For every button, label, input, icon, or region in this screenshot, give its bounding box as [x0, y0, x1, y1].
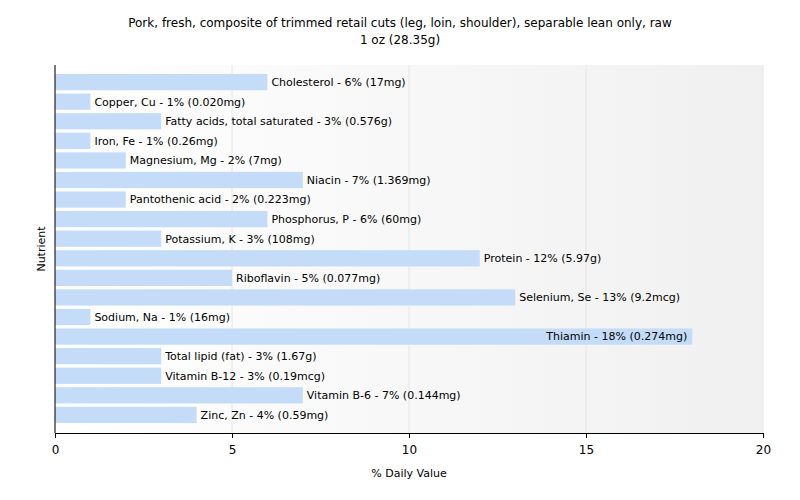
- bar-label: Selenium, Se - 13% (9.2mcg): [519, 291, 680, 304]
- x-axis-title: % Daily Value: [371, 467, 447, 480]
- x-tick: 10: [402, 433, 417, 457]
- y-axis-title: Nutrient: [35, 226, 48, 272]
- x-tick-label: 10: [402, 443, 417, 457]
- title: Pork, fresh, composite of trimmed retail…: [128, 16, 672, 30]
- bar-label: Phosphorus, P - 6% (60mg): [271, 213, 421, 226]
- x-tick: 5: [229, 433, 237, 457]
- bar: [55, 407, 197, 423]
- bar: [55, 387, 303, 403]
- grid: [55, 65, 763, 433]
- bar: [55, 74, 267, 90]
- plot-background: [55, 65, 763, 433]
- bar-label: Fatty acids, total saturated - 3% (0.576…: [165, 115, 392, 128]
- bar: [55, 270, 232, 286]
- bar-label: Potassium, K - 3% (108mg): [165, 233, 315, 246]
- x-tick-label: 15: [579, 443, 594, 457]
- bar: [55, 172, 303, 188]
- bar: [55, 348, 161, 364]
- bar: [55, 94, 90, 110]
- bar-label: Niacin - 7% (1.369mg): [307, 174, 431, 187]
- bar: [55, 368, 161, 384]
- x-tick-label: 0: [52, 443, 60, 457]
- x-tick: 15: [579, 433, 594, 457]
- bar: [55, 231, 161, 247]
- bar: [55, 289, 515, 305]
- bar-label: Vitamin B-6 - 7% (0.144mg): [307, 389, 461, 402]
- grid-line: [409, 65, 410, 433]
- x-tick-mark: [763, 433, 764, 438]
- bar-label: Vitamin B-12 - 3% (0.19mcg): [165, 370, 325, 383]
- bar-label: Sodium, Na - 1% (16mg): [94, 311, 230, 324]
- bar: [55, 250, 480, 266]
- bar-label: Total lipid (fat) - 3% (1.67g): [164, 350, 316, 363]
- x-axis: 0 5 10 15 20: [52, 433, 771, 457]
- bar-label: Riboflavin - 5% (0.077mg): [236, 272, 380, 285]
- subtitle: 1 oz (28.35g): [360, 33, 440, 47]
- data-labels: Cholesterol - 6% (17mg) Copper, Cu - 1% (…: [94, 76, 687, 422]
- x-tick-mark: [586, 433, 587, 438]
- bar-label: Cholesterol - 6% (17mg): [271, 76, 405, 89]
- x-axis-line: [56, 434, 764, 439]
- x-tick-mark: [55, 433, 56, 438]
- bars: [55, 74, 692, 423]
- bar-label: Copper, Cu - 1% (0.020mg): [94, 96, 245, 109]
- grid-line: [763, 65, 764, 433]
- bar-label: Pantothenic acid - 2% (0.223mg): [130, 193, 311, 206]
- bar-label: Magnesium, Mg - 2% (7mg): [130, 154, 282, 167]
- x-tick-label: 5: [229, 443, 237, 457]
- y-axis-line: [55, 65, 56, 433]
- bar: [55, 309, 90, 325]
- bar: [55, 191, 126, 207]
- bar-label: Protein - 12% (5.97g): [484, 252, 602, 265]
- x-tick-label: 20: [756, 443, 771, 457]
- x-tick-mark: [409, 433, 410, 438]
- x-tick-mark: [232, 433, 233, 438]
- bar-label: Zinc, Zn - 4% (0.59mg): [201, 409, 329, 422]
- bar: [55, 211, 267, 227]
- grid-line: [55, 65, 56, 433]
- bar: [55, 113, 161, 129]
- bar-label: Thiamin - 18% (0.274mg): [545, 330, 687, 343]
- grid-line: [586, 65, 587, 433]
- bar: [55, 133, 90, 149]
- chart: Cholesterol - 6% (17mg) Copper, Cu - 1% (…: [0, 0, 800, 500]
- x-tick: 0: [52, 433, 60, 457]
- plot: Cholesterol - 6% (17mg) Copper, Cu - 1% (…: [52, 65, 771, 457]
- bar: [55, 152, 126, 168]
- x-tick: 20: [756, 433, 771, 457]
- bar: [55, 328, 692, 344]
- bar-label: Iron, Fe - 1% (0.26mg): [94, 135, 217, 148]
